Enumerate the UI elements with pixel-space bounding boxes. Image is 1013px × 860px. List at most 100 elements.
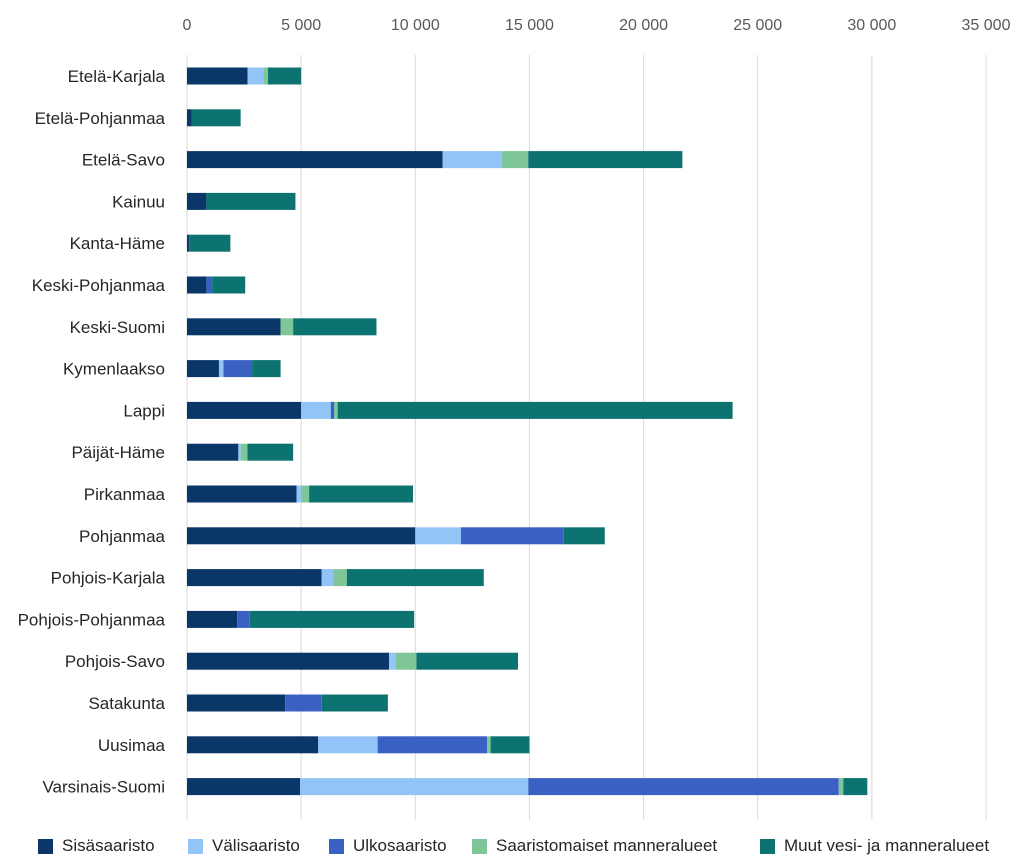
bar-segment [187,652,390,670]
bar-segment [189,234,231,252]
category-label: Keski-Pohjanmaa [32,276,166,295]
legend-swatch [188,838,203,854]
legend-label: Välisaaristo [212,836,300,855]
category-label: Etelä-Pohjanmaa [35,109,166,128]
bar-segment [334,401,338,419]
bar-segment [333,569,347,587]
bar-segment [187,318,281,336]
bar-segment [187,569,322,587]
bar-segment [247,67,264,85]
bar-segment [212,276,246,294]
bar-segment [442,151,503,169]
bar-segment [346,569,484,587]
bar-segment [502,151,529,169]
bar-segment [389,652,396,670]
legend-swatch [760,838,775,854]
x-axis-tick-labels: 0 5 000 10 000 15 000 20 000 25 000 30 000 35 0… [183,17,1011,34]
bar-segment [187,443,239,461]
bar-segment [191,109,241,127]
bar-segment [843,778,868,796]
bar-segment [838,778,844,796]
bar-segment [187,778,301,796]
bar-segment [321,569,334,587]
category-label: Uusimaa [98,736,166,755]
bar-segment [528,778,839,796]
bar-segment [321,694,388,712]
category-label: Satakunta [88,694,165,713]
bar-segment [263,67,269,85]
bar-segment [301,401,331,419]
bar-segment [187,527,416,545]
bar-segment [280,318,294,336]
bar-segment [187,234,190,252]
bar-segment [187,485,297,503]
bar-segment [187,401,302,419]
bar-segment [247,443,294,461]
bar-segment [301,485,310,503]
legend-item: Ulkosaaristo [329,836,447,856]
bar-segment [563,527,605,545]
bar-segment [238,443,241,461]
bar-segment [337,401,733,419]
bar-segment [187,276,207,294]
category-label: Pohjanmaa [79,527,166,546]
bar-segment [187,109,192,127]
bar-segment [187,192,207,210]
legend-item: Välisaaristo [188,836,300,856]
category-labels: Etelä-Karjala Etelä-Pohjanmaa Etelä-Savo Ka… [18,67,166,797]
bar-segment [490,736,530,754]
bar-segment [187,67,248,85]
bar-segment [252,360,281,378]
bar-segment [460,527,564,545]
category-label: Varsinais-Suomi [42,778,165,797]
legend-swatch [38,838,53,854]
category-label: Etelä-Savo [82,151,165,170]
x-tick-label: 0 [183,17,192,34]
x-tick-label: 35 000 [962,17,1011,34]
bar-segment [377,736,488,754]
bar-segment [330,401,335,419]
x-tick-label: 30 000 [847,17,896,34]
bar-segments [187,67,868,796]
x-tick-label: 20 000 [619,17,668,34]
category-label: Pohjois-Pohjanmaa [18,610,166,629]
legend-item: Muut vesi- ja manneralueet [760,836,989,856]
bar-segment [223,360,253,378]
legend-label: Saaristomaiset manneralueet [496,836,718,855]
bar-segment [318,736,378,754]
category-label: Lappi [123,401,165,420]
bar-segment [293,318,377,336]
bar-segment [300,778,529,796]
x-tick-label: 15 000 [505,17,554,34]
bar-segment [237,610,250,628]
bar-segment [206,276,213,294]
legend-item: Sisäsaaristo [38,836,155,856]
x-tick-label: 5 000 [281,17,321,34]
legend-label: Ulkosaaristo [353,836,447,855]
bar-segment [249,610,415,628]
bar-segment [487,736,491,754]
bar-segment [268,67,302,85]
category-label: Päijät-Häme [71,443,165,462]
bar-segment [187,360,219,378]
bar-segment [187,694,286,712]
bar-segment [415,527,461,545]
category-label: Pohjois-Karjala [51,569,166,588]
gridlines [186,55,987,820]
x-tick-label: 25 000 [733,17,782,34]
legend-swatch [472,838,487,854]
legend: Sisäsaaristo Välisaaristo Ulkosaaristo Saar… [0,836,1013,860]
bar-segment [395,652,417,670]
legend-label: Muut vesi- ja manneralueet [784,836,990,855]
x-tick-label: 10 000 [391,17,440,34]
bar-segment [285,694,322,712]
bar-segment [218,360,224,378]
category-label: Pohjois-Savo [65,652,165,671]
category-label: Pirkanmaa [84,485,166,504]
category-label: Etelä-Karjala [68,67,166,86]
bar-segment [240,443,248,461]
legend-item: Saaristomaiset manneralueet [472,836,717,856]
bar-segment [528,151,683,169]
bar-segment [187,610,238,628]
bar-segment [187,151,443,169]
